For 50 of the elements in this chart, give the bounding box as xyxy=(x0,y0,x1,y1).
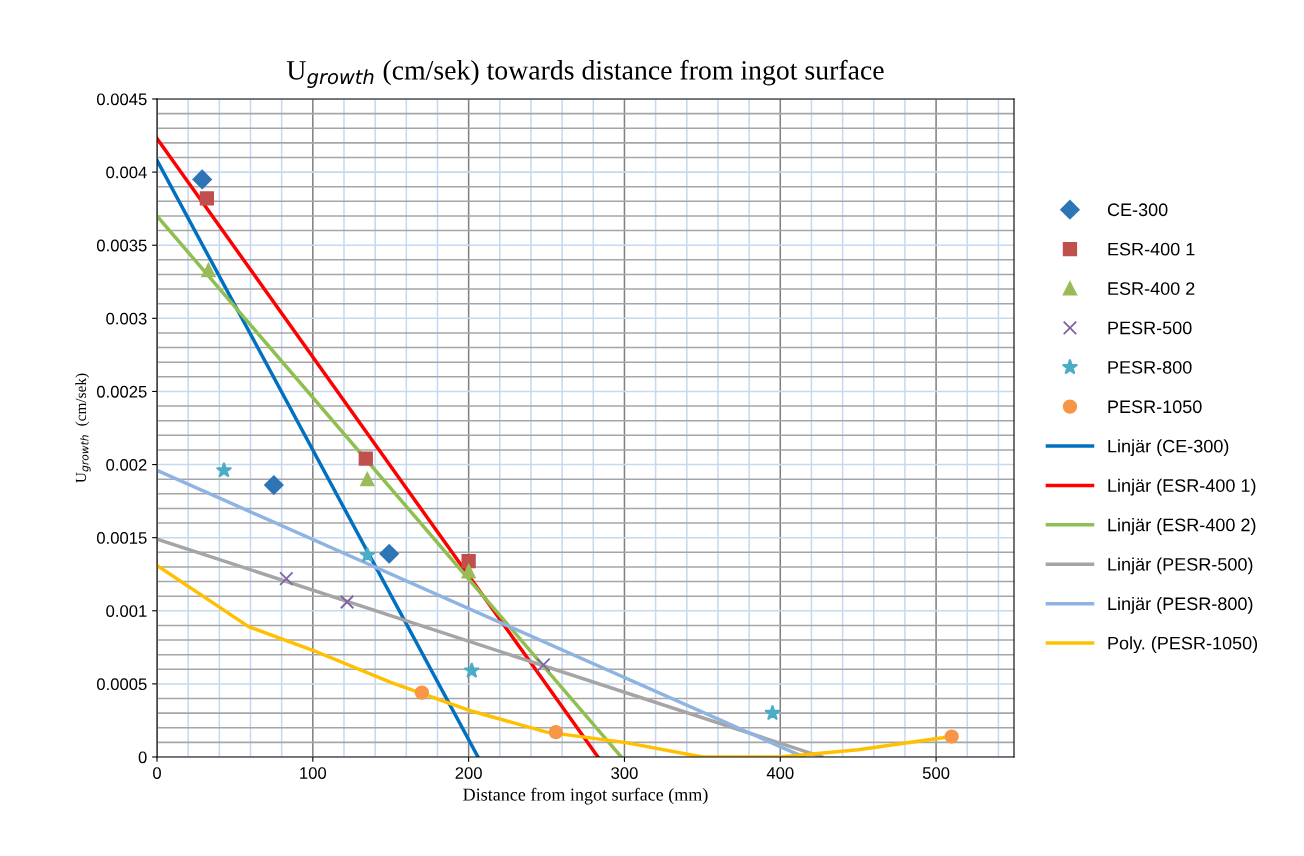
point xyxy=(201,262,216,278)
y-tick-label: 0.004 xyxy=(106,166,147,179)
legend-label: CE-300 xyxy=(1107,203,1168,217)
x-tick-label: 400 xyxy=(766,767,794,779)
legend-label: Linjär (PESR-500) xyxy=(1108,557,1253,575)
x-axis-title: Distance from ingot surface (mm) xyxy=(463,787,708,805)
point xyxy=(414,685,430,700)
x-tick-label: 100 xyxy=(300,767,327,779)
point xyxy=(461,553,476,569)
point xyxy=(279,571,294,586)
x-tick-label: 300 xyxy=(611,767,638,779)
point xyxy=(339,594,355,610)
point xyxy=(764,704,781,721)
point xyxy=(461,564,476,579)
y-tick-label: 0.003 xyxy=(106,312,147,325)
point xyxy=(199,191,215,206)
point xyxy=(215,461,233,478)
point xyxy=(192,169,212,190)
legend-label: PESR-800 xyxy=(1108,360,1192,374)
legend-label: Linjär (ESR-400 2) xyxy=(1108,518,1256,535)
legend-label: PESR-1050 xyxy=(1108,400,1202,414)
y-axis-title: U$_{growth}$ (cm/sek) xyxy=(75,373,91,483)
point xyxy=(944,729,959,744)
y-tick-label: 0.0015 xyxy=(96,532,147,544)
chart-title: U$_{growth}$ (cm/sek) towards distance from ingot surface xyxy=(286,59,884,88)
legend-label: Linjär (ESR-400 1) xyxy=(1108,478,1256,496)
point xyxy=(359,546,376,563)
legend-label: Linjär (PESR-800) xyxy=(1108,596,1253,614)
y-tick-label: 0.0035 xyxy=(96,239,147,252)
point xyxy=(264,475,284,495)
x-tick-label: 500 xyxy=(922,767,950,779)
legend-label: Linjär (CE-300) xyxy=(1108,439,1229,457)
y-tick-label: 0 xyxy=(138,751,147,764)
y-tick-label: 0.002 xyxy=(106,458,147,471)
y-tick-label: 0.001 xyxy=(106,605,147,617)
point xyxy=(360,472,375,487)
y-tick-label: 0.0045 xyxy=(96,93,147,106)
point xyxy=(379,544,399,564)
legend-label: PESR-500 xyxy=(1108,321,1192,335)
legend-label: ESR-400 2 xyxy=(1108,282,1195,295)
y-tick-label: 0.0025 xyxy=(96,385,147,398)
point xyxy=(358,451,373,466)
point xyxy=(463,662,480,678)
legend-label: ESR-400 1 xyxy=(1108,242,1195,256)
point xyxy=(548,724,564,740)
point xyxy=(536,657,551,673)
x-tick-label: 200 xyxy=(455,767,482,779)
x-tick-label: 0 xyxy=(153,767,161,779)
y-tick-label: 0.0005 xyxy=(96,678,147,691)
legend-label: Poly. (PESR-1050) xyxy=(1108,636,1258,654)
